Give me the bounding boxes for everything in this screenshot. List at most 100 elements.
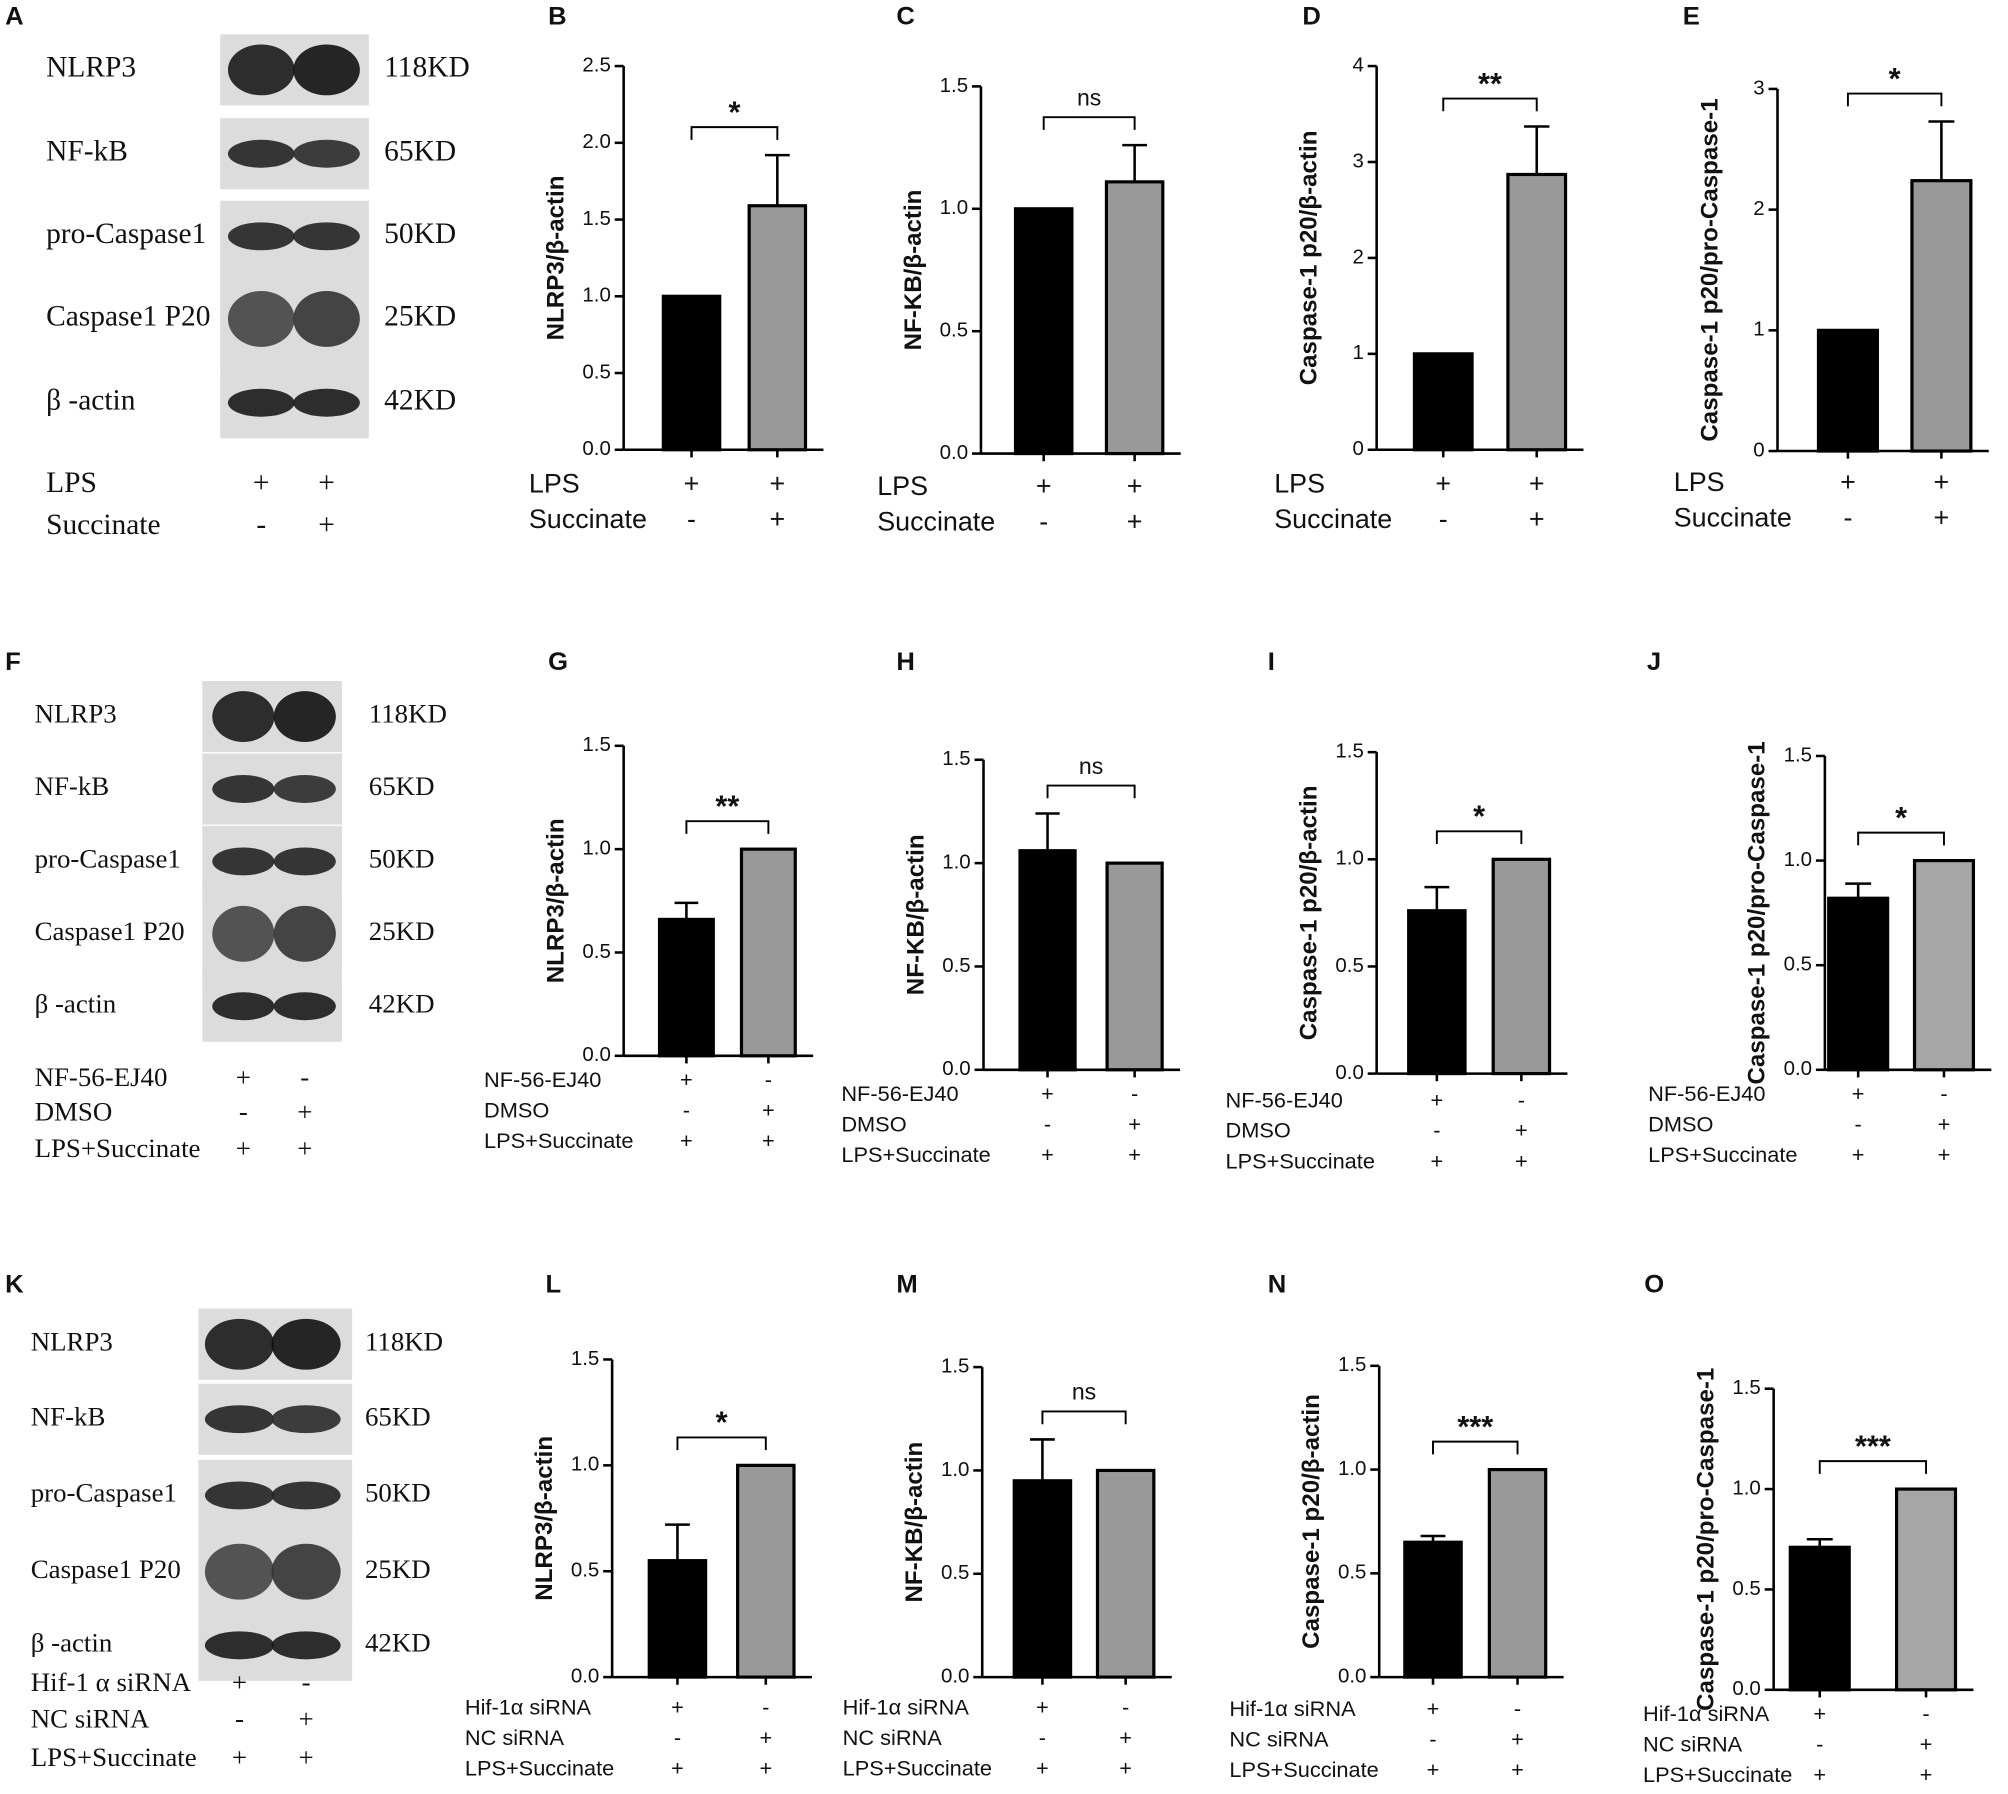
blot-band [212,847,275,876]
blot-band [271,1318,341,1370]
error-bar [1122,143,1148,182]
y-axis-label: Caspase-1 p20/pro-Caspase-1 [1744,741,1771,1084]
protein-label: β -actin [46,385,136,417]
condition-sign: + [680,1128,693,1153]
protein-size: 65KD [369,771,435,801]
protein-size: 50KD [384,218,456,250]
bar [661,294,722,452]
condition-sign: - [683,1098,690,1123]
blot-band [271,1543,341,1600]
condition-label: DMSO [484,1098,549,1123]
blot-band [204,1318,275,1370]
bar [1018,849,1077,1072]
condition-label: NF-56-EJ40 [35,1062,168,1092]
y-tick-label: 3 [1352,150,1363,172]
y-tick-label: 0.5 [940,320,968,342]
significance-label: *** [1457,1410,1493,1444]
bar [1491,857,1552,1076]
y-tick-label: 0.5 [1784,954,1812,976]
y-axis-label: NLRP3/β-actin [542,175,569,340]
y-tick-label: 2.0 [582,131,610,153]
error-bar [1420,1534,1446,1543]
blot-band [227,222,295,251]
y-tick-label: 1.0 [582,285,610,307]
bar [1095,1468,1156,1679]
condition-sign: - [1439,504,1448,534]
significance-label: ns [1079,753,1103,779]
bar [1910,179,1973,453]
condition-label: LPS+Succinate [484,1128,633,1153]
condition-sign: + [318,467,335,499]
panel-letter: J [1647,648,1661,676]
condition-sign: - [302,1667,311,1697]
y-tick-label: 0.0 [1784,1058,1812,1080]
condition-sign: + [1515,1118,1528,1143]
condition-sign: + [1036,1695,1049,1720]
y-tick-label: 1.5 [941,1356,969,1378]
y-tick-label: 1.0 [1732,1478,1760,1500]
significance-bracket [676,1436,767,1451]
condition-label: Hif-1α siRNA [465,1695,592,1720]
y-tick-label: 1.5 [940,75,968,97]
y-tick-label: 1.5 [1784,744,1812,766]
panel-letter: E [1683,3,1700,31]
y-tick-label: 0 [1753,439,1764,461]
condition-label: Hif-1α siRNA [843,1695,970,1720]
blot-band [271,1631,341,1660]
condition-sign: - [1843,503,1852,533]
blot-band [227,139,295,168]
bar [1827,896,1890,1072]
bar [1788,1545,1851,1692]
condition-label: Hif-1α siRNA [1643,1701,1770,1726]
condition-label: LPS+Succinate [843,1756,992,1781]
bar [657,917,715,1058]
condition-sign: + [1852,1142,1865,1167]
protein-size: 25KD [369,916,435,946]
condition-sign: + [253,467,270,499]
panel-letter: C [896,3,914,31]
significance-bracket [1432,1440,1519,1455]
y-tick-label: 0.0 [582,1044,610,1066]
condition-sign: + [769,504,785,534]
panel-letter: H [896,648,914,676]
condition-label: LPS+Succinate [1643,1762,1792,1787]
bar [1012,1479,1073,1679]
y-tick-label: 1.5 [942,748,970,770]
bar [1816,328,1879,453]
blot-band [293,139,360,168]
protein-label: pro-Caspase1 [35,844,181,874]
condition-sign: + [1920,1762,1933,1787]
protein-label: Caspase1 P20 [31,1554,181,1584]
significance-label: ns [1072,1379,1096,1405]
condition-sign: + [1529,504,1545,534]
condition-sign: + [1934,503,1950,533]
y-tick-label: 0.0 [1335,1062,1363,1084]
condition-sign: + [1938,1142,1951,1167]
condition-sign: - [256,509,266,541]
condition-sign: + [1119,1756,1132,1781]
y-tick-label: 1.5 [1338,1354,1366,1376]
protein-size: 118KD [369,699,447,729]
y-tick-label: 0.0 [942,1058,970,1080]
condition-label: Succinate [529,504,647,534]
condition-label: LPS+Succinate [31,1742,197,1772]
condition-sign: - [1940,1081,1947,1106]
y-tick-label: 0.5 [1335,955,1363,977]
blot-band [271,1481,341,1510]
y-tick-label: 0.5 [1338,1562,1366,1584]
blot-band [227,388,295,417]
blot-band [271,1405,341,1434]
condition-sign: - [1039,1725,1046,1750]
condition-label: LPS+Succinate [1648,1142,1797,1167]
condition-sign: - [762,1695,769,1720]
condition-sign: - [1922,1701,1929,1726]
y-axis-label: Caspase-1 p20/β-actin [1298,1394,1325,1649]
protein-size: 25KD [365,1554,431,1584]
condition-label: LPS+Succinate [35,1133,201,1163]
bar [1013,207,1074,456]
y-tick-label: 0.5 [582,361,610,383]
condition-label: DMSO [841,1111,906,1136]
bar [1407,909,1467,1076]
bar [1506,172,1568,452]
condition-label: NF-56-EJ40 [1226,1087,1343,1112]
